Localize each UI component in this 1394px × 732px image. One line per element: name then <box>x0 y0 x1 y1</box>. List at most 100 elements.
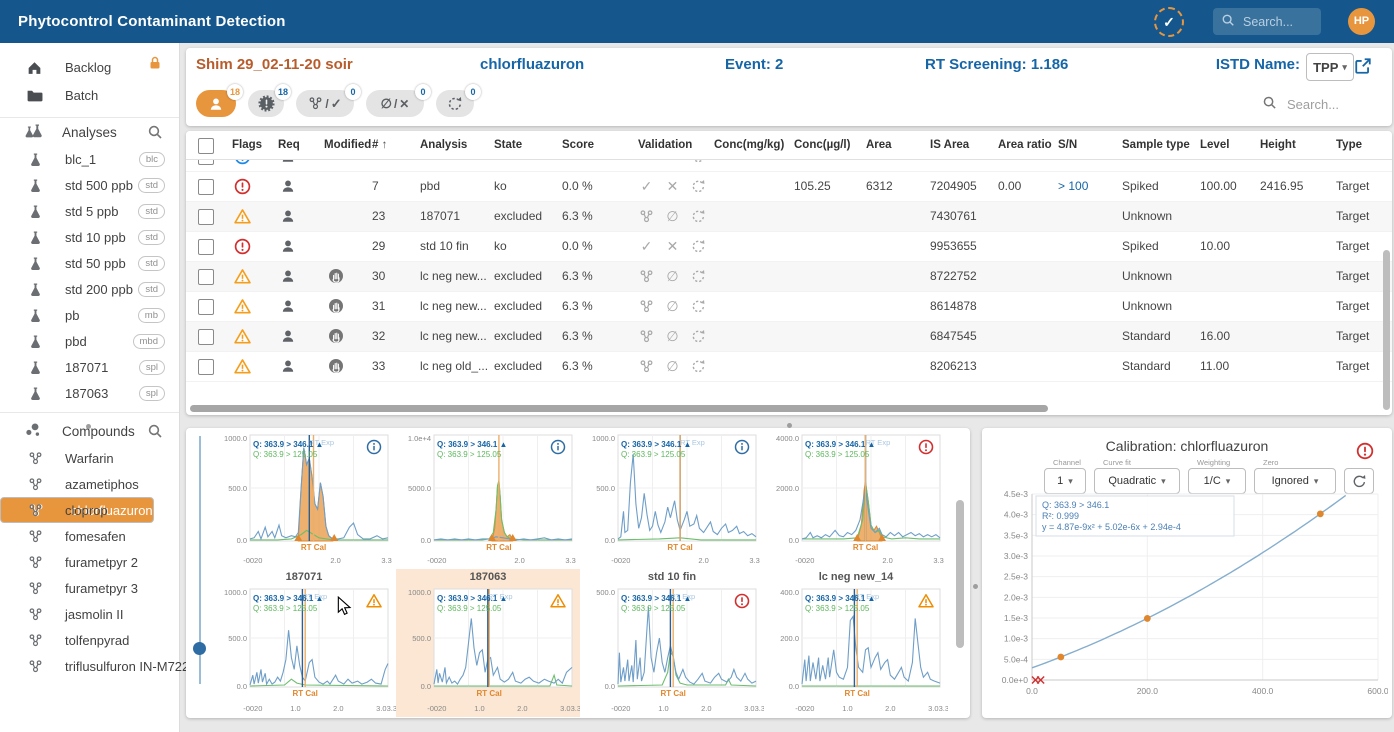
validate-check-icon[interactable]: ✓ <box>638 178 655 195</box>
chromatogram-cell[interactable]: RT ExpRT CalQ: 363.9 > 346.1 ▲Q: 363.9 >… <box>580 429 764 569</box>
chromatogram-chart[interactable]: RT ExpRT CalQ: 363.9 > 346.1 ▲Q: 363.9 >… <box>212 585 396 718</box>
column-header-height[interactable]: Height <box>1260 131 1296 159</box>
analysis-item[interactable]: 187071spl <box>0 354 179 380</box>
compound-item[interactable]: furametpyr 2 <box>0 549 179 575</box>
column-header-score[interactable]: Score <box>562 131 594 159</box>
chromatogram-chart[interactable]: RT ExpRT CalQ: 363.9 > 346.1 ▲Q: 363.9 >… <box>396 585 580 718</box>
column-header-sn[interactable]: S/N <box>1058 131 1077 159</box>
column-header-area_ratio[interactable]: Area ratio <box>998 131 1052 159</box>
column-header-conc_ugl[interactable]: Conc(µg/l) <box>794 131 850 159</box>
row-checkbox[interactable] <box>198 209 214 225</box>
column-header-sample_type[interactable]: Sample type <box>1122 131 1190 159</box>
molecule-icon[interactable] <box>638 298 655 316</box>
info-icon[interactable] <box>368 441 381 454</box>
chromatogram-cell[interactable]: std 10 finRT ExpRT CalQ: 363.9 > 346.1 ▲… <box>580 569 764 717</box>
row-checkbox[interactable] <box>198 359 214 375</box>
analysis-item[interactable]: std 10 ppbstd <box>0 224 179 250</box>
column-header-area[interactable]: Area <box>866 131 892 159</box>
reset-icon[interactable] <box>690 268 707 286</box>
open-external-icon[interactable] <box>1354 57 1372 75</box>
column-header-num[interactable]: # ↑ <box>372 131 387 159</box>
calibration-chart[interactable]: 0.0e+05.0e-41.0e-31.5e-32.0e-32.5e-33.0e… <box>986 484 1388 717</box>
molecule-icon[interactable] <box>638 358 655 376</box>
chromatogram-cell[interactable]: RT CalQ: 363.9 > 346.1 ▲Q: 363.9 > 125.0… <box>396 429 580 569</box>
batch-name[interactable]: Shim 29_02-11-20 soir <box>196 56 353 73</box>
column-header-level[interactable]: Level <box>1200 131 1229 159</box>
compounds-search-icon[interactable] <box>147 423 163 439</box>
info-icon[interactable] <box>552 441 565 454</box>
column-header-validation[interactable]: Validation <box>638 131 692 159</box>
compound-item[interactable]: tolfenpyrad <box>0 627 179 653</box>
table-search-input[interactable] <box>1285 96 1375 113</box>
zoom-slider-handle[interactable] <box>193 642 206 655</box>
reset-icon[interactable] <box>690 208 707 226</box>
chromatogram-chart[interactable]: RT ExpRT CalQ: 363.9 > 346.1 ▲Q: 363.9 >… <box>580 429 764 570</box>
column-header-type[interactable]: Type <box>1336 131 1362 159</box>
filter-flagged-chip[interactable]: 18 <box>248 90 284 117</box>
reject-cross-icon[interactable]: ✕ <box>664 238 681 255</box>
compound-item[interactable]: fomesafen <box>0 523 179 549</box>
exclude-empty-icon[interactable]: ∅ <box>664 298 681 315</box>
chromatogram-cell[interactable]: RT ExpRT CalQ: 363.9 > 346.1 ▲Q: 363.9 >… <box>212 429 396 569</box>
reset-icon[interactable] <box>690 358 707 376</box>
chromatogram-chart[interactable]: RT ExpRT CalQ: 363.9 > 346.1 ▲Q: 363.9 >… <box>580 585 764 718</box>
select-all-checkbox[interactable] <box>198 138 214 154</box>
table-row[interactable]: 32lc neg new...excluded6.3 %∅6847545Stan… <box>186 322 1392 352</box>
reset-icon[interactable] <box>690 298 707 316</box>
column-header-flags[interactable]: Flags <box>232 131 262 159</box>
compound-item[interactable]: azametiphos <box>0 471 179 497</box>
table-row[interactable]: 33lc neg old_...excluded6.3 %∅8206213Sta… <box>186 352 1392 382</box>
chromatogram-chart[interactable]: RT ExpRT CalQ: 363.9 > 346.1 ▲Q: 363.9 >… <box>212 429 396 570</box>
chromatograms-scrollbar[interactable] <box>956 500 964 648</box>
global-search-input[interactable] <box>1241 14 1325 30</box>
analysis-item[interactable]: std 500 ppbstd <box>0 172 179 198</box>
filter-validated-chip[interactable]: /✓0 <box>296 90 354 117</box>
column-header-conc_mgkg[interactable]: Conc(mg/kg) <box>714 131 784 159</box>
column-header-modified[interactable]: Modified <box>324 131 371 159</box>
exclude-empty-icon[interactable]: ∅ <box>664 328 681 345</box>
column-header-req[interactable]: Req <box>278 131 300 159</box>
analysis-item[interactable]: std 50 ppbstd <box>0 250 179 276</box>
table-row[interactable]: 7pbdko0.0 %✓✕105.25631272049050.00> 100S… <box>186 172 1392 202</box>
vertical-scrollbar[interactable] <box>1383 250 1390 410</box>
reset-icon[interactable] <box>690 178 707 196</box>
error-icon[interactable] <box>920 441 933 454</box>
reset-icon[interactable] <box>690 238 707 256</box>
compound-item[interactable]: Warfarin <box>0 445 179 471</box>
info-icon[interactable] <box>736 441 749 454</box>
analysis-item[interactable]: 187063spl <box>0 380 179 406</box>
chromatogram-cell[interactable]: 187071RT ExpRT CalQ: 363.9 > 346.1 ▲Q: 3… <box>212 569 396 717</box>
row-checkbox[interactable] <box>198 239 214 255</box>
row-checkbox[interactable] <box>198 299 214 315</box>
reset-icon[interactable] <box>690 328 707 346</box>
row-checkbox[interactable] <box>198 329 214 345</box>
compound-item[interactable]: cloprop <box>0 497 179 523</box>
filter-reset-chip[interactable]: 0 <box>436 90 474 117</box>
table-row[interactable]: 29std 10 finko0.0 %✓✕9953655Spiked10.00T… <box>186 232 1392 262</box>
analyses-search-icon[interactable] <box>147 124 163 140</box>
analysis-item[interactable]: std 200 ppbstd <box>0 276 179 302</box>
reject-cross-icon[interactable]: ✕ <box>664 178 681 195</box>
exclude-empty-icon[interactable]: ∅ <box>664 208 681 225</box>
analysis-item[interactable]: pbdmbd <box>0 328 179 354</box>
table-splitter-handle[interactable] <box>787 423 792 428</box>
chromatogram-chart[interactable]: RT ExpRT CalQ: 363.9 > 346.1 ▲Q: 363.9 >… <box>764 585 948 718</box>
cell-sn-link[interactable]: > 100 <box>1058 172 1114 201</box>
row-checkbox[interactable] <box>198 179 214 195</box>
table-row[interactable]: 31lc neg new...excluded6.3 %∅8614878Unkn… <box>186 292 1392 322</box>
calibration-point[interactable] <box>1144 615 1151 622</box>
molecule-icon[interactable] <box>638 208 655 226</box>
panel-splitter-handle[interactable] <box>973 584 978 589</box>
compound-item[interactable]: jasmolin II <box>0 601 179 627</box>
sidebar-splitter-handle[interactable] <box>86 424 91 429</box>
reset-icon[interactable] <box>690 159 707 166</box>
exclude-empty-icon[interactable]: ∅ <box>664 268 681 285</box>
chromatogram-chart[interactable]: RT CalQ: 363.9 > 346.1 ▲Q: 363.9 > 125.0… <box>396 429 580 570</box>
column-header-analysis[interactable]: Analysis <box>420 131 467 159</box>
table-search[interactable] <box>1262 92 1378 116</box>
error-icon[interactable] <box>736 595 749 608</box>
exclude-empty-icon[interactable]: ∅ <box>664 358 681 375</box>
filter-requires-attention-chip[interactable]: 18 <box>196 90 236 117</box>
chromatogram-chart[interactable]: RT ExpRT CalQ: 363.9 > 346.1 ▲Q: 363.9 >… <box>764 429 948 570</box>
global-search[interactable] <box>1213 8 1321 35</box>
